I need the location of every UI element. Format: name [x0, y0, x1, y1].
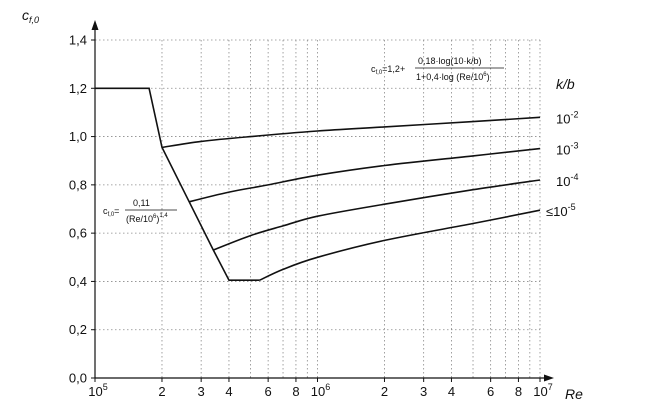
series-line	[161, 116, 541, 149]
formula-top-denominator: 1+0,4·log (Re/10	[416, 72, 483, 82]
formula-top-lhs-sub: f,0	[376, 70, 383, 76]
series-label: ≤10-5	[546, 202, 576, 219]
x-tick-label: 2	[381, 384, 388, 399]
series-label: 10-2	[556, 109, 578, 126]
formula-left-lhs-rest: =	[114, 206, 119, 216]
labels-layer: 0,0 0,2 0,4 0,6 0,8 1,0 1,2 1,4 105 2 3 4 6 8 106 2 3 4 6 8…	[69, 33, 579, 400]
y-tick-label: 1,4	[69, 33, 87, 48]
formula-left-lhs-sub: f,0	[108, 212, 115, 218]
series-line	[259, 209, 541, 281]
x-tick-label: 6	[265, 384, 272, 399]
svg-text:cf,0=1,2+: cf,0=1,2+	[371, 64, 405, 76]
svg-text:(Re/106)1,4: (Re/106)1,4	[126, 213, 168, 224]
y-tick-label: 0,0	[69, 371, 87, 386]
svg-text:cf,0=: cf,0=	[103, 206, 119, 218]
x-tick-label: 4	[225, 384, 232, 399]
y-tick-label: 0,2	[69, 322, 87, 337]
x-tick-label: 107	[533, 382, 552, 399]
y-tick-label: 0,4	[69, 274, 87, 289]
axes-layer	[91, 20, 554, 382]
x-tick-label: 106	[311, 382, 330, 399]
formula-left-numerator: 0,11	[133, 198, 150, 208]
x-tick-label: 3	[420, 384, 427, 399]
formula-top: cf,0=1,2+ 0,18·log(10·k/b) 1+0,4·log (Re…	[371, 56, 504, 82]
x-tick-label: 3	[198, 384, 205, 399]
x-tick-label: 2	[158, 384, 165, 399]
series-line	[213, 179, 541, 251]
formula-left: cf,0= 0,11 (Re/106)1,4	[103, 198, 177, 224]
x-tick-label: 8	[515, 384, 522, 399]
formula-top-den-close: )	[487, 72, 490, 82]
legend-title: k/b	[556, 76, 575, 92]
formula-left-lhs: c	[103, 206, 108, 216]
y-tick-label: 1,0	[69, 129, 87, 144]
grid-layer	[95, 39, 541, 378]
series-label: 10-4	[556, 172, 578, 189]
series-label: 10-3	[556, 141, 578, 158]
formula-top-numerator: 0,18·log(10·k/b)	[418, 56, 482, 66]
series-line	[189, 147, 541, 203]
formula-top-lhs: c	[371, 64, 376, 74]
y-tick-label: 1,2	[69, 81, 87, 96]
formula-left-denominator: (Re/10	[126, 214, 153, 224]
y-tick-label: 0,6	[69, 226, 87, 241]
formula-top-den-exp: 6	[483, 72, 487, 78]
y-axis-title-main: c	[22, 7, 29, 23]
y-axis-title-sub: f,0	[29, 15, 39, 25]
x-axis-title: Re	[565, 386, 583, 402]
y-tick-label: 0,8	[69, 177, 87, 192]
x-tick-label: 6	[487, 384, 494, 399]
formula-left-den-exp: 6	[153, 214, 157, 220]
formula-left-den-close: )	[156, 214, 159, 224]
envelope-curve	[95, 87, 260, 281]
formula-top-lhs-rest: =1,2+	[382, 64, 405, 74]
x-axis-arrow	[544, 374, 554, 382]
curves-layer	[95, 87, 541, 281]
y-axis-title: cf,0	[22, 7, 39, 25]
x-tick-label: 8	[292, 384, 299, 399]
y-axis-arrow	[91, 20, 99, 30]
x-tick-label: 105	[88, 382, 107, 399]
svg-text:1+0,4·log (Re/106): 1+0,4·log (Re/106)	[416, 72, 490, 82]
formula-left-den-power: 1,4	[159, 213, 168, 219]
x-tick-label: 4	[448, 384, 455, 399]
